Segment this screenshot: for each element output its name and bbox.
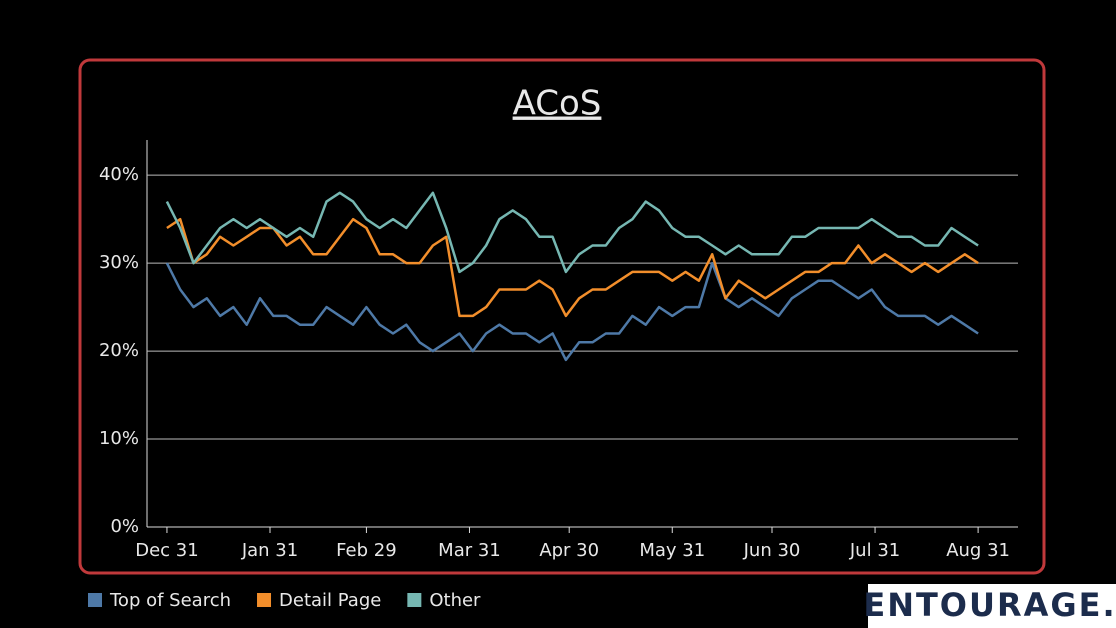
- logo: ENTOURAGE.: [863, 586, 1116, 624]
- x-tick-label: Jul 31: [849, 540, 900, 561]
- frame: [78, 58, 1046, 575]
- series-line: [166, 217, 979, 318]
- x-tick-label: Jun 30: [743, 540, 801, 561]
- y-tick-label: 10%: [99, 428, 139, 449]
- legend-label: Detail Page: [279, 590, 381, 611]
- x-tick-label: May 31: [639, 540, 705, 561]
- legend-label: Top of Search: [109, 590, 231, 611]
- y-tick-label: 40%: [99, 164, 139, 185]
- y-tick-label: 30%: [99, 252, 139, 273]
- legend-label: Other: [429, 590, 481, 611]
- legend-swatch: [407, 593, 422, 607]
- chart-title: ACoS: [513, 84, 602, 124]
- x-tick-label: Feb 29: [336, 540, 397, 561]
- x-tick-label: Dec 31: [135, 540, 198, 561]
- x-tick-label: Apr 30: [539, 540, 599, 561]
- y-tick-label: 0%: [110, 516, 139, 537]
- x-tick-label: Mar 31: [438, 540, 501, 561]
- legend: Top of Search Detail Page Other: [88, 590, 481, 611]
- logo-box: [868, 584, 1116, 628]
- legend-swatch: [88, 593, 102, 607]
- x-tick-label: Jan 31: [241, 540, 298, 561]
- x-tick-label: Aug 31: [946, 540, 1010, 561]
- y-tick-label: 20%: [99, 340, 139, 361]
- legend-swatch: [257, 593, 272, 607]
- series-line: [165, 191, 979, 274]
- series-line: [165, 261, 979, 362]
